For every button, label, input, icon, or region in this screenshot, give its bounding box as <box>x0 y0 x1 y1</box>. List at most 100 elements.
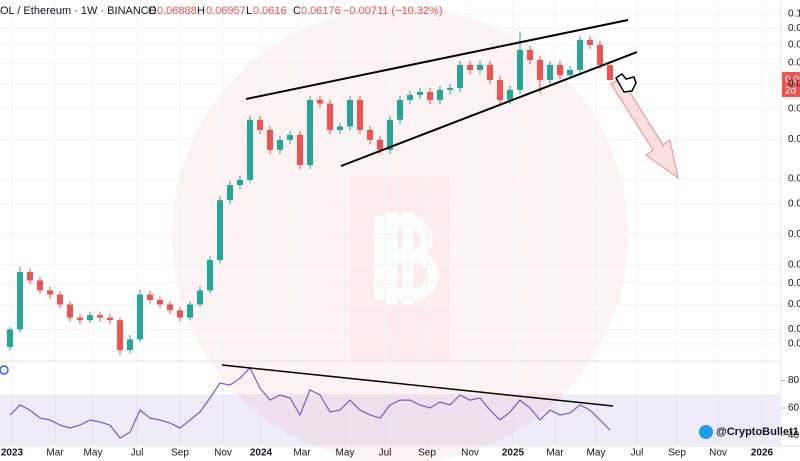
x-tick-label: 2026 <box>751 448 774 459</box>
candle-body <box>317 99 323 104</box>
ohlc-label: L <box>246 5 252 17</box>
candle-body <box>407 94 413 100</box>
chart-title: OL / Ethereum · 1W · BINANCE <box>0 5 156 17</box>
y-tick-label: 0.014 <box>788 278 800 289</box>
candle-body <box>287 134 293 140</box>
candle-body <box>197 290 203 305</box>
candle-body <box>157 299 163 305</box>
ohlc-value: 0.0616 <box>253 5 287 17</box>
candle-body <box>417 92 423 95</box>
rsi-tick-label: 60 <box>788 403 800 414</box>
candle-body <box>57 294 63 305</box>
y-tick-label: 0.09 <box>788 23 800 34</box>
x-tick-label: Sep <box>668 448 686 459</box>
candle-body <box>237 179 243 186</box>
candle-body <box>487 64 493 80</box>
candle-body <box>167 304 173 311</box>
x-tick-label: Mar <box>46 448 64 459</box>
ohlc-value: 0.06176 <box>301 5 341 17</box>
bitcoin-glyph <box>374 212 439 304</box>
grid <box>0 0 780 445</box>
candle-body <box>67 304 73 318</box>
candle-body <box>47 290 53 295</box>
candle-body <box>127 339 133 351</box>
trend-line-upper <box>245 19 629 100</box>
price-tag <box>782 72 800 97</box>
candle-body <box>577 39 583 70</box>
candle-body <box>307 99 313 166</box>
ohlc-value: 0.06957 <box>206 5 246 17</box>
candle-body <box>297 134 303 166</box>
candle-body <box>397 99 403 120</box>
candle-body <box>187 304 193 318</box>
ohlc-label: C <box>293 5 301 17</box>
candle-body <box>437 89 443 100</box>
candle-body <box>357 99 363 130</box>
x-tick-label: Jul <box>631 448 644 459</box>
countdown: 2d <box>785 86 796 97</box>
candle-body <box>277 139 283 150</box>
rsi-line <box>9 366 611 439</box>
candle-body <box>177 310 183 318</box>
x-tick-label: Sep <box>171 448 189 459</box>
candle-body <box>537 59 543 80</box>
ohlc-value: 0.06888 <box>157 5 197 17</box>
candle-body <box>387 119 393 150</box>
candle-body <box>37 280 43 291</box>
x-tick-label: 2024 <box>250 448 273 459</box>
ohlc-label: H <box>197 5 205 17</box>
candle-body <box>207 260 213 291</box>
rsi-trend-line <box>221 364 614 407</box>
y-tick-label: 0.009 <box>788 339 800 350</box>
candle-body <box>517 50 523 90</box>
candle-body <box>427 92 433 100</box>
y-tick-label: 0.06 <box>788 79 800 90</box>
candle-body <box>447 87 453 90</box>
candle-body <box>547 64 553 80</box>
indicator-icon[interactable] <box>0 365 9 375</box>
x-tick-label: Nov <box>461 448 479 459</box>
x-tick-label: Nov <box>214 448 232 459</box>
trend-line-lower <box>340 51 638 167</box>
hand-icon <box>615 72 637 93</box>
rsi-tick-label: 40 <box>788 430 800 441</box>
y-tick-label: 0.02 <box>788 229 800 240</box>
candle-body <box>17 272 23 330</box>
candle-body <box>347 99 353 127</box>
handle: @CryptoBullet1 <box>716 426 799 438</box>
candle-body <box>327 103 333 130</box>
candle-body <box>227 185 233 201</box>
candle-body <box>267 129 273 150</box>
y-tick-label: 0.1 <box>788 9 800 20</box>
candle-body <box>107 317 113 321</box>
x-tick-label: Jul <box>131 448 144 459</box>
candle-body <box>87 315 93 321</box>
candle-body <box>27 272 33 281</box>
x-tick-label: Mar <box>546 448 564 459</box>
change: −0.00711 (−10.32%) <box>343 5 442 17</box>
ohlc-label: O <box>148 5 157 17</box>
candle-body <box>7 329 13 347</box>
y-tick-label: 0.04 <box>788 134 800 145</box>
candle-body <box>597 44 603 65</box>
candle-body <box>477 64 483 70</box>
candle-body <box>497 79 503 100</box>
candle-body <box>147 294 153 300</box>
candle-body <box>377 139 383 150</box>
price-tag-value: 0.06176 <box>785 75 800 86</box>
y-tick-label: 0.03 <box>788 174 800 185</box>
x-tick-label: Jul <box>379 448 392 459</box>
candle-body <box>607 65 613 81</box>
candle-body <box>367 129 373 140</box>
x-tick-label: May <box>336 448 355 459</box>
candle-body <box>217 200 223 261</box>
candle-body <box>587 39 593 45</box>
y-tick-label: 0.05 <box>788 104 800 115</box>
candle-body <box>567 69 573 76</box>
y-tick-label: 0.016 <box>788 260 800 271</box>
x-tick-label: May <box>84 448 103 459</box>
y-tick-label: 0.025 <box>788 199 800 210</box>
x-tick-label: Nov <box>709 448 727 459</box>
